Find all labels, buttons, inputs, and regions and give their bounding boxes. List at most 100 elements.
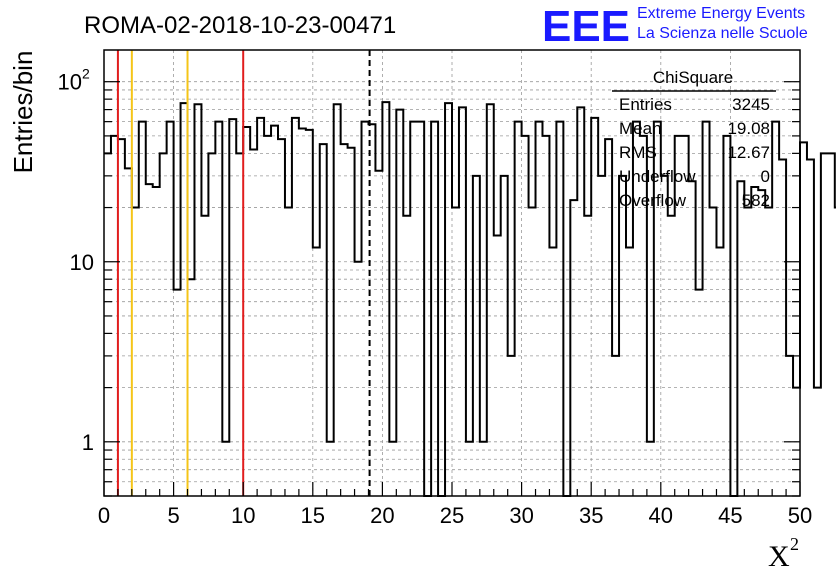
histogram-bin <box>473 176 480 496</box>
x-tick-label: 50 <box>788 503 812 528</box>
histogram-bin <box>703 122 710 496</box>
histogram-bin <box>529 208 536 496</box>
histogram-bin <box>626 247 633 496</box>
histogram-bin <box>737 181 744 496</box>
stats-row-entries: Entries 3245 <box>619 95 770 114</box>
histogram-bin <box>814 388 821 496</box>
histogram-bin <box>257 118 264 496</box>
x-tick-label: 0 <box>98 503 110 528</box>
histogram-bin <box>174 290 181 496</box>
histogram-bin <box>661 176 668 496</box>
y-tick-label-text: 1 <box>82 430 94 455</box>
histogram-bin <box>800 142 807 496</box>
eee-logo-line2: La Scienza nelle Scuole <box>637 25 808 42</box>
histogram-bin <box>362 122 369 496</box>
histogram-bin <box>348 148 355 496</box>
histogram-bin <box>605 139 612 496</box>
y-tick-label: 1 <box>82 430 94 455</box>
histogram-bin <box>118 139 125 496</box>
histogram-bin <box>431 122 438 496</box>
stats-row-underflow: Underflow 0 <box>619 167 770 186</box>
histogram-bin <box>236 153 243 496</box>
histogram-bin <box>194 104 201 496</box>
histogram-bin <box>619 176 626 496</box>
x-tick-label: 20 <box>370 503 394 528</box>
x-tick-label: 35 <box>579 503 603 528</box>
histogram-bin <box>549 247 556 496</box>
x-axis-label: X 2 <box>768 534 799 572</box>
y-tick-label: 10 <box>70 250 94 275</box>
stats-value: 582 <box>742 191 770 210</box>
histogram-bin <box>208 153 215 496</box>
y-tick-label-text: 10 <box>70 250 94 275</box>
histogram-bin <box>139 122 146 496</box>
histogram-bin <box>570 200 577 496</box>
histogram-bin <box>828 153 835 496</box>
histogram-bin <box>167 122 174 496</box>
x-tick-label: 5 <box>167 503 179 528</box>
histogram-bin <box>146 184 153 496</box>
x-tick-label: 40 <box>649 503 673 528</box>
stats-label: Overflow <box>619 191 687 210</box>
histogram-bin <box>716 247 723 496</box>
histogram-bin <box>765 208 772 496</box>
histogram-bin <box>612 356 619 496</box>
histogram-bin <box>689 181 696 496</box>
histogram-bin <box>292 118 299 496</box>
eee-logo: EEE Extreme Energy Events La Scienza nel… <box>542 2 808 51</box>
histogram-bin <box>313 247 320 496</box>
histogram-bin <box>299 128 306 496</box>
histogram-bin <box>515 122 522 496</box>
y-axis-label: Entries/bin <box>8 51 38 174</box>
histogram-bin <box>320 144 327 496</box>
x-tick-label: 45 <box>718 503 742 528</box>
histogram-bin <box>334 104 341 496</box>
histogram-bars <box>104 101 836 497</box>
stats-row-rms: RMS 12.67 <box>619 143 770 162</box>
stats-label: Mean <box>619 119 662 138</box>
histogram-bin <box>306 130 313 496</box>
histogram-bin <box>591 118 598 496</box>
histogram-outline <box>104 101 836 497</box>
stats-label: Entries <box>619 95 672 114</box>
histogram-bin <box>250 150 257 496</box>
histogram-bin <box>598 176 605 496</box>
histogram-bin <box>696 290 703 496</box>
x-tick-label: 10 <box>231 503 255 528</box>
chart-title: ROMA-02-2018-10-23-00471 <box>84 12 396 39</box>
histogram-bin <box>821 153 828 496</box>
histogram-bin <box>341 144 348 496</box>
histogram-bin <box>536 122 543 496</box>
stats-box: ChiSquare Entries 3245 Mean 19.08 RMS 12… <box>612 68 776 210</box>
x-axis-superscript: 2 <box>790 534 799 554</box>
reference-lines <box>116 50 371 496</box>
histogram-bin <box>243 127 250 496</box>
stats-row-mean: Mean 19.08 <box>619 119 770 138</box>
histogram-bin <box>382 102 389 496</box>
histogram-bin <box>104 153 111 496</box>
y-tick-label-superscript: 2 <box>82 66 90 82</box>
y-tick-label-text: 10 <box>58 70 82 95</box>
histogram-bin <box>285 208 292 496</box>
stats-label: RMS <box>619 143 657 162</box>
histogram-bin <box>779 159 786 496</box>
histogram-bin <box>556 122 563 496</box>
eee-logo-mark: EEE <box>542 2 630 51</box>
histogram-bin <box>744 208 751 496</box>
histogram-bin <box>181 103 188 496</box>
stats-value: 3245 <box>732 95 770 114</box>
stats-value: 0 <box>761 167 770 186</box>
eee-logo-line1: Extreme Energy Events <box>637 5 805 22</box>
histogram-bin <box>452 208 459 496</box>
histogram-bin <box>160 153 167 496</box>
histogram-bin <box>215 122 222 496</box>
x-tick-label: 15 <box>301 503 325 528</box>
histogram-bin <box>772 122 779 496</box>
histogram-bin <box>417 122 424 496</box>
x-tick-label: 25 <box>440 503 464 528</box>
histogram-bin <box>494 235 501 496</box>
histogram-bin <box>445 103 452 496</box>
histogram-bin <box>807 159 814 496</box>
